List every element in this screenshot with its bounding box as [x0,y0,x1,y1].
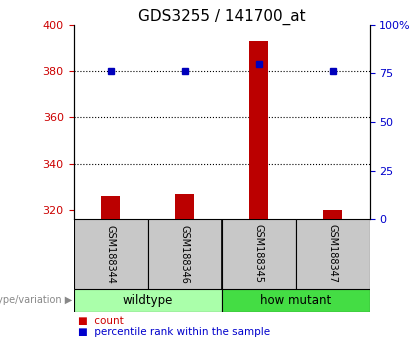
Bar [222,289,370,312]
Title: GDS3255 / 141700_at: GDS3255 / 141700_at [138,8,305,25]
Bar [74,289,222,312]
Text: GSM188345: GSM188345 [254,224,264,284]
Bar [74,219,147,289]
Text: wildtype: wildtype [122,293,173,307]
Text: GSM188346: GSM188346 [179,224,189,284]
Text: ■  count: ■ count [78,316,123,326]
Text: GSM188347: GSM188347 [328,224,338,284]
Bar [323,210,342,219]
Text: how mutant: how mutant [260,293,331,307]
Bar [175,194,194,219]
Bar [101,196,120,219]
Bar [249,41,268,219]
Text: GSM188344: GSM188344 [105,224,116,284]
Bar [222,219,296,289]
Text: ■  percentile rank within the sample: ■ percentile rank within the sample [78,326,270,337]
Bar [147,219,222,289]
Bar [296,219,370,289]
Text: genotype/variation ▶: genotype/variation ▶ [0,295,72,305]
